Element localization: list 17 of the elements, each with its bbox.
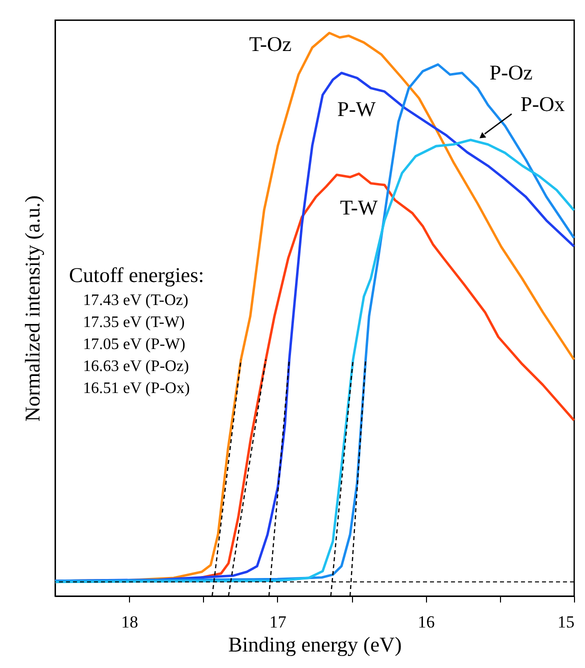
annotation: 17.35 eV (T-W) [83, 314, 185, 331]
y-axis-title: Normalized intensity (a.u.) [20, 195, 44, 422]
series-label: P-W [337, 96, 376, 121]
series-label: T-Oz [249, 32, 292, 56]
x-tick-label: 16 [418, 612, 435, 632]
series-label: P-Ox [520, 92, 566, 116]
annotation: 17.43 eV (T-Oz) [83, 292, 188, 309]
x-axis-title: Binding energy (eV) [228, 632, 402, 656]
annotation: 16.63 eV (P-Oz) [83, 358, 189, 375]
x-tick-label: 15 [558, 612, 574, 632]
annotation: 16.51 eV (P-Ox) [83, 380, 190, 397]
x-tick-label: 17 [269, 612, 287, 632]
annotation: 17.05 eV (P-W) [83, 336, 186, 353]
annotation: Cutoff energies: [69, 263, 204, 287]
series-label: T-W [340, 196, 378, 220]
x-tick-label: 18 [121, 612, 138, 632]
series-label: P-Oz [489, 60, 533, 84]
